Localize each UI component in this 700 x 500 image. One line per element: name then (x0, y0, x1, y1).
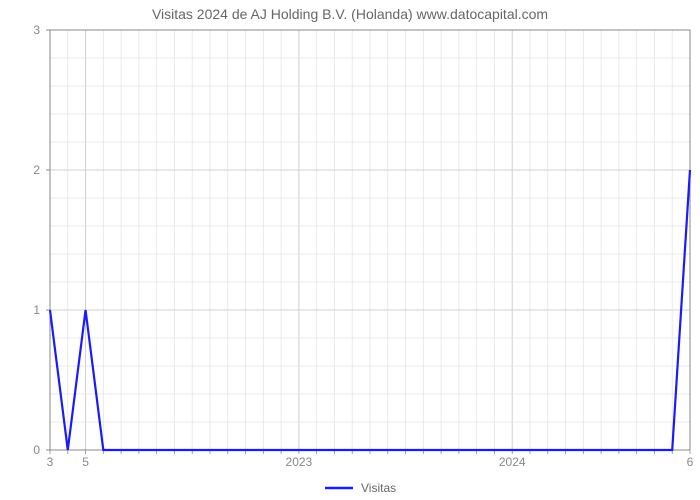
chart-svg: 0 1 2 3 3 5 2023 2024 6 Visitas (0, 0, 700, 500)
x-tick-label: 3 (47, 455, 54, 469)
x-tick-label: 5 (82, 455, 89, 469)
y-tick-label: 2 (33, 163, 40, 177)
legend-label: Visitas (361, 481, 396, 495)
chart-container: Visitas 2024 de AJ Holding B.V. (Holanda… (0, 0, 700, 500)
y-tick-label: 0 (33, 443, 40, 457)
x-tick-label: 6 (687, 455, 694, 469)
chart-title: Visitas 2024 de AJ Holding B.V. (Holanda… (0, 6, 700, 22)
y-tick-label: 1 (33, 303, 40, 317)
chart-bg (0, 0, 700, 500)
x-tick-label: 2023 (286, 455, 313, 469)
y-tick-label: 3 (33, 23, 40, 37)
x-tick-label: 2024 (499, 455, 526, 469)
